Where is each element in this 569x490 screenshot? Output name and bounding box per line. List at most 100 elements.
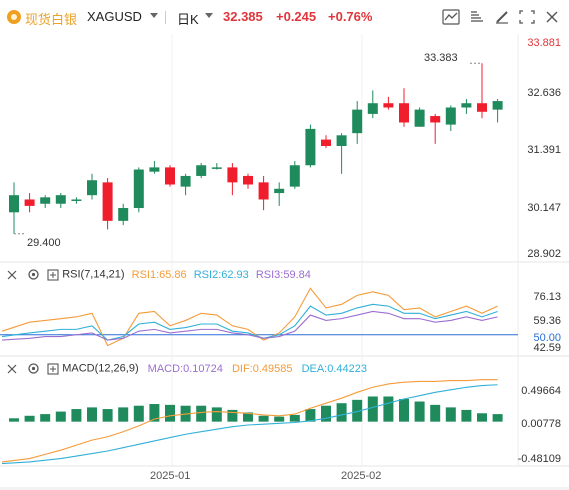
candle-body <box>180 175 191 187</box>
dif-line <box>1 379 498 463</box>
candle-body <box>55 195 66 204</box>
macd-bar <box>24 415 35 422</box>
macd-title: MACD(12,26,9) <box>62 362 139 375</box>
candle-body <box>367 103 378 114</box>
candle-body <box>336 135 347 146</box>
x-axis-track <box>0 487 569 490</box>
macd-bar <box>227 409 238 422</box>
expand-icon[interactable] <box>47 362 59 375</box>
chevron-down-icon[interactable] <box>205 13 213 18</box>
compare-icon[interactable] <box>468 9 486 25</box>
candle-body <box>196 165 207 176</box>
macd-bar <box>165 404 175 422</box>
rsi3-value: RSI3:59.84 <box>255 268 311 281</box>
chart-header: 现货白银 XAGUSD 日K 32.385 +0.245 +0.76% <box>0 0 569 34</box>
dif-value: DIF:0.49585 <box>231 362 293 375</box>
rsi1-value: RSI1:65.86 <box>131 268 187 281</box>
macd-axis-label: 0.49664 <box>521 385 561 397</box>
macd-bar <box>305 409 316 422</box>
macd-bar <box>430 404 441 422</box>
symbol-selector[interactable]: XAGUSD <box>87 9 142 24</box>
candle-body <box>305 128 316 166</box>
candle-body <box>71 199 82 201</box>
price-axis-label: 32.636 <box>527 87 561 99</box>
rsi-legend: RSI(7,14,21) RSI1:65.86 RSI2:62.93 RSI3:… <box>6 268 311 281</box>
fullscreen-icon[interactable] <box>518 9 536 25</box>
x-axis-label: 2025-01 <box>150 470 191 482</box>
candle-body <box>87 180 97 196</box>
chevron-down-icon[interactable] <box>150 13 158 18</box>
high-marker-label: 33.383 <box>424 52 458 64</box>
rsi-line-rsi2 <box>1 303 498 341</box>
candle-body <box>414 109 425 127</box>
candle-body <box>133 169 144 209</box>
candle-body <box>211 167 222 169</box>
macd-bar <box>336 403 347 422</box>
price-axis-label: 28.902 <box>527 248 561 260</box>
macd-bar <box>9 418 19 422</box>
candle-body <box>399 103 409 123</box>
macd-bar <box>445 407 456 422</box>
rsi-line-rsi3 <box>1 310 498 341</box>
close-icon[interactable] <box>6 269 18 281</box>
candle-body <box>274 188 285 194</box>
macd-bar <box>149 404 160 422</box>
indicator-icon[interactable] <box>442 9 460 25</box>
macd-bar <box>196 405 207 422</box>
macd-legend: MACD(12,26,9) MACD:0.10724 DIF:0.49585 D… <box>6 362 367 375</box>
macd-bar <box>477 413 487 422</box>
gear-icon[interactable] <box>27 268 40 281</box>
period-selector[interactable]: 日K <box>177 12 199 27</box>
expand-icon[interactable] <box>47 268 59 281</box>
candle-body <box>321 139 331 146</box>
macd-axis-label: 0.00778 <box>521 418 561 430</box>
candle-body <box>445 107 456 125</box>
candle-body <box>477 103 487 112</box>
price-change: +0.245 <box>276 9 317 24</box>
macd-bar <box>133 405 144 422</box>
candle-body <box>383 103 394 108</box>
dea-line <box>1 384 498 465</box>
price-change-pct: +0.76% <box>328 9 373 24</box>
macd-bar <box>383 396 394 422</box>
low-marker-label: 29.400 <box>27 237 61 249</box>
rsi2-value: RSI2:62.93 <box>193 268 249 281</box>
macd-bar <box>461 409 472 422</box>
rsi-axis-label: 59.36 <box>533 315 561 327</box>
candle-body <box>258 182 269 200</box>
candle-body <box>430 116 441 123</box>
candle-body <box>289 165 300 187</box>
price-axis-label: 30.147 <box>527 202 561 214</box>
dea-value: DEA:0.44223 <box>301 362 367 375</box>
macd-bar <box>211 407 222 422</box>
candle-body <box>461 103 472 108</box>
macd-bar <box>274 416 285 422</box>
rsi-axis-label: 76.13 <box>533 291 561 303</box>
price-axis-label: 31.391 <box>527 144 561 156</box>
macd-bar <box>71 409 82 422</box>
gear-icon[interactable] <box>27 362 40 375</box>
candle-body <box>227 167 238 183</box>
candle-body <box>24 199 35 206</box>
rsi-axis-label: 42.59 <box>533 342 561 354</box>
macd-axis-label: -0.48109 <box>517 453 561 465</box>
macd-value: MACD:0.10724 <box>147 362 223 375</box>
divider <box>165 11 166 24</box>
rsi-line-rsi1 <box>1 287 498 347</box>
macd-bar <box>258 415 269 422</box>
macd-bar <box>40 414 51 422</box>
x-axis-label: 2025-02 <box>341 470 382 482</box>
candle-body <box>118 208 129 221</box>
draw-icon[interactable] <box>493 9 511 25</box>
current-price: 32.385 <box>223 9 263 24</box>
silver-coin-icon <box>7 10 21 24</box>
close-icon[interactable] <box>543 9 561 25</box>
rsi-title: RSI(7,14,21) <box>62 268 125 281</box>
macd-bar <box>492 414 503 422</box>
macd-bar <box>414 401 425 422</box>
macd-bar <box>399 399 409 422</box>
close-icon[interactable] <box>6 363 18 375</box>
macd-bar <box>87 407 97 422</box>
macd-bar <box>367 396 378 422</box>
